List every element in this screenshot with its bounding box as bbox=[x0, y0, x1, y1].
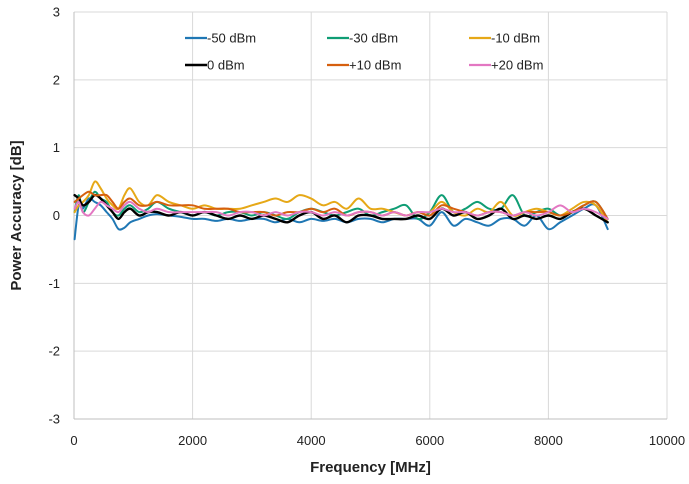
legend-item: -10 dBm bbox=[469, 31, 540, 46]
y-tick-label: 0 bbox=[53, 208, 60, 223]
legend-item: +20 dBm bbox=[469, 58, 543, 73]
legend-item: 0 dBm bbox=[185, 58, 245, 73]
legend-label: 0 dBm bbox=[207, 58, 245, 73]
legend-item: -30 dBm bbox=[327, 31, 398, 46]
legend-label: +20 dBm bbox=[491, 58, 543, 73]
y-tick-label: 2 bbox=[53, 72, 60, 87]
legend-label: -30 dBm bbox=[349, 31, 398, 46]
legend-item: +10 dBm bbox=[327, 58, 401, 73]
x-tick-label: 2000 bbox=[178, 433, 207, 448]
legend-label: -50 dBm bbox=[207, 31, 256, 46]
legend-label: +10 dBm bbox=[349, 58, 401, 73]
y-tick-label: 1 bbox=[53, 140, 60, 155]
series-line-0 bbox=[73, 197, 609, 241]
legend-label: -10 dBm bbox=[491, 31, 540, 46]
grid bbox=[73, 11, 668, 420]
legend: -50 dBm -30 dBm -10 dBm 0 dBm +10 dBm +20 dBm bbox=[185, 31, 543, 73]
legend-item: -50 dBm bbox=[185, 31, 256, 46]
series-lines bbox=[73, 180, 609, 241]
x-tick-label: 8000 bbox=[534, 433, 563, 448]
series-line-2 bbox=[73, 180, 609, 224]
x-tick-label: 0 bbox=[70, 433, 77, 448]
y-tick-label: -1 bbox=[48, 276, 60, 291]
x-tick-label: 10000 bbox=[649, 433, 685, 448]
y-tick-label: 3 bbox=[53, 5, 60, 20]
axes: -3 -2 -1 0 1 2 3 0 2000 4000 6000 8000 10000 bbox=[48, 5, 685, 449]
y-tick-label: -2 bbox=[48, 344, 60, 359]
series-line-5 bbox=[73, 200, 609, 220]
x-tick-label: 4000 bbox=[297, 433, 326, 448]
x-tick-label: 6000 bbox=[415, 433, 444, 448]
y-axis-title: Power Accuracy [dB] bbox=[8, 140, 25, 290]
y-tick-label: -3 bbox=[48, 412, 60, 427]
x-axis-title: Frequency [MHz] bbox=[310, 459, 431, 476]
